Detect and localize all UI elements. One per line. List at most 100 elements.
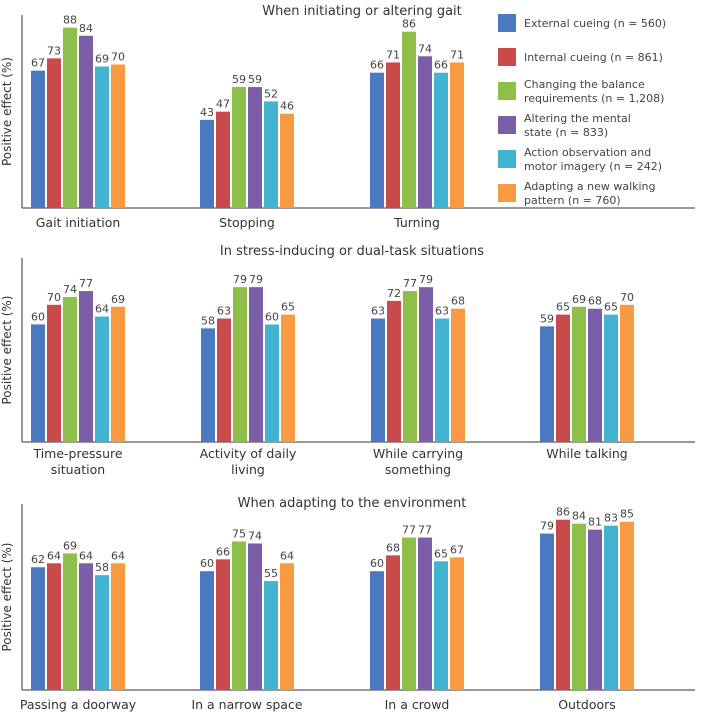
data-label: 64 [95, 303, 109, 316]
bar [63, 27, 77, 208]
bar [588, 529, 602, 690]
bar [370, 72, 384, 208]
data-label: 68 [386, 541, 400, 554]
bar [31, 70, 45, 209]
bar [540, 326, 554, 442]
bar [201, 328, 215, 442]
legend-swatch [498, 116, 516, 134]
data-label: 73 [47, 44, 61, 57]
data-label: 79 [233, 273, 247, 286]
data-label: 63 [435, 305, 449, 318]
bar [47, 58, 61, 208]
data-label: 58 [95, 561, 109, 574]
data-label: 64 [47, 549, 61, 562]
data-label: 43 [200, 106, 214, 119]
data-label: 66 [370, 59, 384, 72]
bar [200, 119, 214, 208]
bar [95, 66, 109, 208]
data-label: 85 [620, 508, 634, 521]
data-label: 77 [79, 277, 93, 290]
bar [435, 318, 449, 442]
data-label: 64 [79, 549, 93, 562]
data-label: 63 [217, 305, 231, 318]
bar [47, 563, 61, 690]
bar [216, 559, 230, 690]
category-label: Gait initiation [36, 215, 121, 230]
bar [556, 519, 570, 690]
data-label: 71 [386, 48, 400, 61]
data-label: 81 [588, 516, 602, 529]
legend-swatch [498, 184, 516, 202]
data-label: 72 [387, 287, 401, 300]
data-label: 59 [248, 73, 262, 86]
category-label: situation [51, 462, 105, 477]
data-label: 60 [200, 557, 214, 570]
data-label: 62 [31, 553, 45, 566]
data-label: 84 [79, 22, 93, 35]
bar [248, 87, 262, 208]
bar [111, 563, 125, 690]
data-label: 83 [604, 512, 618, 525]
data-label: 69 [63, 539, 77, 552]
data-label: 69 [111, 293, 125, 306]
bar [403, 291, 417, 442]
bar [418, 56, 432, 208]
data-label: 74 [248, 529, 262, 542]
bar [217, 318, 231, 442]
data-label: 70 [111, 51, 125, 64]
legend-swatch [498, 150, 516, 168]
bar [450, 62, 464, 209]
data-label: 69 [572, 293, 586, 306]
data-label: 60 [31, 310, 45, 323]
category-label: Outdoors [558, 697, 616, 712]
data-label: 86 [556, 506, 570, 519]
data-label: 79 [419, 273, 433, 286]
data-label: 66 [216, 545, 230, 558]
legend-label: Altering the mental [524, 112, 631, 125]
bar [402, 31, 416, 209]
bar [63, 553, 77, 690]
data-label: 68 [588, 295, 602, 308]
data-label: 64 [280, 549, 294, 562]
bar [588, 308, 602, 442]
data-label: 64 [111, 549, 125, 562]
bar [434, 72, 448, 208]
data-label: 70 [620, 291, 634, 304]
legend-label: state (n = 833) [524, 126, 608, 139]
bar [556, 314, 570, 442]
panel-2: In stress-inducing or dual-task situatio… [0, 244, 695, 477]
bar [111, 64, 125, 208]
bar [620, 304, 634, 442]
bar [264, 581, 278, 690]
data-label: 65 [281, 301, 295, 314]
legend-label: Action observation and [524, 146, 651, 159]
category-label: Activity of daily [200, 446, 297, 461]
data-label: 74 [63, 283, 77, 296]
data-label: 60 [265, 310, 279, 323]
bar [386, 555, 400, 690]
data-label: 68 [451, 295, 465, 308]
legend-swatch [498, 48, 516, 66]
legend-label: Internal cueing (n = 861) [524, 51, 663, 64]
bar [450, 557, 464, 690]
data-label: 74 [418, 42, 432, 55]
panel-title: In stress-inducing or dual-task situatio… [220, 244, 484, 259]
panel-3: When adapting to the environment Positive… [0, 496, 695, 712]
bar [95, 316, 109, 442]
data-label: 63 [371, 305, 385, 318]
category-label: While carrying [373, 446, 463, 461]
category-label: living [231, 462, 265, 477]
legend-label: motor imagery (n = 242) [524, 160, 662, 173]
data-label: 66 [434, 59, 448, 72]
bar [79, 35, 93, 208]
data-label: 67 [31, 57, 45, 70]
data-label: 84 [572, 510, 586, 523]
